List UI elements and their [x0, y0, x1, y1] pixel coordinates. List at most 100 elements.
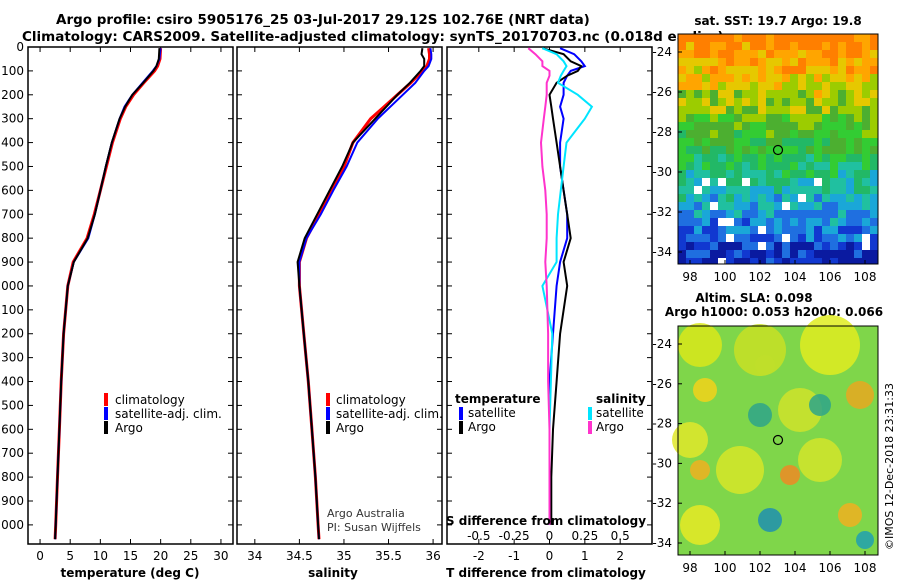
- sst-cell: [710, 106, 718, 114]
- sst-cell: [870, 138, 878, 146]
- sst-cell: [718, 154, 726, 162]
- sst-cell: [862, 114, 870, 122]
- sst-cell: [742, 154, 750, 162]
- sst-cell: [790, 42, 798, 50]
- sst-cell: [678, 146, 686, 154]
- sst-cell: [694, 202, 702, 210]
- sst-cell: [774, 170, 782, 178]
- sst-cell: [702, 114, 710, 122]
- sst-cell: [758, 106, 766, 114]
- sst-cell: [710, 210, 718, 218]
- sst-cell: [790, 66, 798, 74]
- depth-tick-label: 1900: [0, 494, 24, 508]
- sst-cell: [838, 186, 846, 194]
- sst-cell: [790, 90, 798, 98]
- sst-cell: [718, 178, 726, 186]
- sst-cell: [822, 50, 830, 58]
- sst-cell: [870, 106, 878, 114]
- diff-legend-t-satellite-label: satellite: [468, 406, 516, 420]
- sst-cell: [694, 98, 702, 106]
- sst-cell: [734, 170, 742, 178]
- sst-cell: [758, 210, 766, 218]
- sst-cell: [814, 250, 822, 258]
- sst-cell: [686, 74, 694, 82]
- sst-cell: [694, 122, 702, 130]
- sst-cell: [678, 202, 686, 210]
- sst-cell: [790, 250, 798, 258]
- sst-cell: [870, 114, 878, 122]
- sst-cell: [710, 178, 718, 186]
- sst-cell: [830, 42, 838, 50]
- sst-cell: [782, 218, 790, 226]
- sst-cell: [790, 130, 798, 138]
- difference-panel: -2 -1 0 1 2 -0.5 -0.25 0 0.25 0.5 T difference f…: [446, 46, 653, 580]
- sst-cell: [694, 210, 702, 218]
- sst-cell: [830, 202, 838, 210]
- sst-cell: [814, 106, 822, 114]
- sst-cell: [750, 114, 758, 122]
- depth-tick-label: 1300: [0, 351, 24, 365]
- sst-cell: [686, 170, 694, 178]
- sst-cell: [702, 202, 710, 210]
- sst-cell: [830, 154, 838, 162]
- sst-cell: [734, 162, 742, 170]
- series-line-climatology: [53, 48, 163, 540]
- sst-cell: [790, 58, 798, 66]
- series-line-argo: [54, 48, 161, 540]
- sst-cell: [822, 114, 830, 122]
- sst-cell: [710, 138, 718, 146]
- sst-cell: [806, 98, 814, 106]
- sst-cell: [702, 122, 710, 130]
- sst-cell: [806, 202, 814, 210]
- sst-cell: [822, 170, 830, 178]
- sst-cell: [782, 34, 790, 42]
- sst-cell: [870, 42, 878, 50]
- sst-cell: [854, 146, 862, 154]
- s-tick-label: 0.5: [611, 529, 630, 543]
- sst-cell: [774, 250, 782, 258]
- sst-cell: [782, 74, 790, 82]
- sst-cell: [774, 138, 782, 146]
- sst-cell: [814, 170, 822, 178]
- sst-cell: [774, 114, 782, 122]
- sst-cell: [774, 146, 782, 154]
- depth-tick-label: 900: [1, 255, 24, 269]
- diff-legend-t-argo-swatch: [459, 421, 463, 434]
- sst-cell: [790, 234, 798, 242]
- sst-cell: [862, 146, 870, 154]
- sst-cell: [838, 258, 846, 264]
- sst-cell: [814, 98, 822, 106]
- sst-cell: [846, 50, 854, 58]
- sst-cell: [870, 194, 878, 202]
- sst-cell: [870, 154, 878, 162]
- sla-anomaly-blob: [678, 323, 722, 367]
- sst-cell: [678, 218, 686, 226]
- sla-anomaly-blob: [856, 531, 874, 549]
- sst-cell: [846, 186, 854, 194]
- sst-cell: [790, 34, 798, 42]
- sst-cell: [838, 194, 846, 202]
- sst-cell: [710, 202, 718, 210]
- series-line-salinity-argo: [527, 47, 551, 525]
- sst-cell: [822, 250, 830, 258]
- x-tick-label: 35.5: [375, 549, 402, 563]
- sst-cell: [862, 42, 870, 50]
- s-difference-title: S difference from climatology: [446, 514, 646, 528]
- sst-cell: [734, 138, 742, 146]
- sst-cell: [838, 138, 846, 146]
- sst-cell: [782, 234, 790, 242]
- lon-tick-label: 108: [854, 270, 877, 284]
- sst-cell: [862, 178, 870, 186]
- sst-cell: [774, 154, 782, 162]
- depth-tick-label: 100: [1, 64, 24, 78]
- sst-cell: [742, 178, 750, 186]
- legend2-argo-label: Argo: [336, 421, 364, 435]
- x-tick-label: 35: [336, 549, 351, 563]
- sst-cell: [822, 202, 830, 210]
- sst-cell: [854, 170, 862, 178]
- sst-cell: [758, 82, 766, 90]
- s-tick-label: -0.25: [499, 529, 530, 543]
- sst-cell: [830, 138, 838, 146]
- sst-cell: [678, 82, 686, 90]
- sst-cell: [782, 258, 790, 264]
